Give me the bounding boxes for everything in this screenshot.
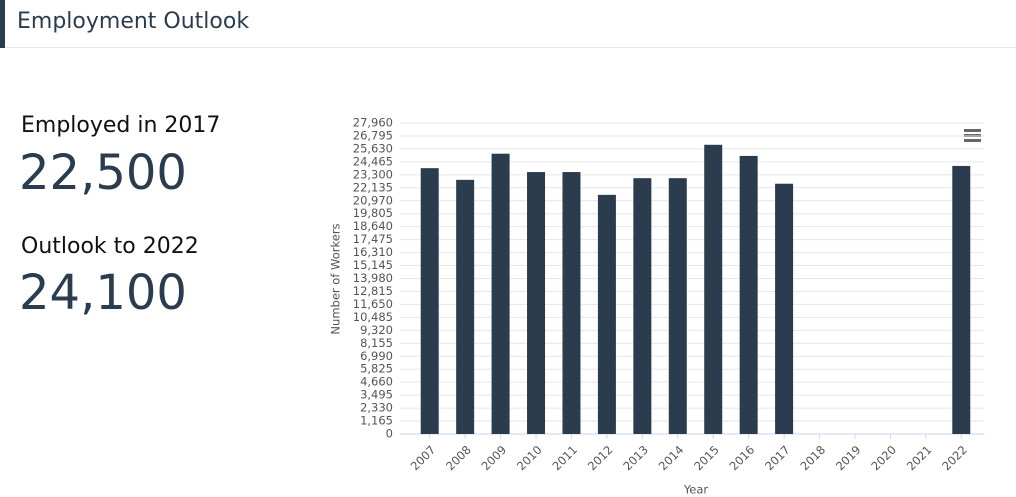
menu-button[interactable] xyxy=(960,124,986,146)
y-tick-label: 26,795 xyxy=(353,128,393,142)
y-tick-label: 23,300 xyxy=(353,167,393,181)
y-tick-label: 0 xyxy=(386,427,393,441)
stat-value: 22,500 xyxy=(19,145,187,201)
header-title: Employment Outlook xyxy=(17,9,250,34)
y-tick-label: 6,990 xyxy=(360,349,393,363)
y-tick-label: 22,135 xyxy=(353,180,393,194)
stat-value: 24,100 xyxy=(19,265,187,321)
y-tick-label: 17,475 xyxy=(353,232,393,246)
x-tick-label: 2020 xyxy=(868,443,899,474)
y-tick-label: 25,630 xyxy=(353,141,393,155)
y-tick-label: 8,155 xyxy=(360,336,393,350)
y-tick-label: 1,165 xyxy=(360,414,393,428)
y-tick-label: 11,650 xyxy=(353,297,393,311)
y-tick-label: 13,980 xyxy=(353,271,393,285)
y-tick-label: 10,485 xyxy=(353,310,393,324)
bar xyxy=(704,144,723,434)
bar xyxy=(633,178,652,434)
bar xyxy=(420,168,439,434)
bar xyxy=(527,172,546,434)
y-tick-label: 2,330 xyxy=(360,401,393,415)
bar xyxy=(562,172,581,434)
header: Employment Outlook xyxy=(0,0,1016,48)
y-axis-title: Number of Workers xyxy=(329,223,343,334)
y-tick-label: 9,320 xyxy=(360,323,393,337)
x-tick-label: 2007 xyxy=(408,443,439,474)
bar xyxy=(739,155,758,434)
x-tick-label: 2022 xyxy=(939,443,970,474)
y-tick-label: 15,145 xyxy=(353,258,393,272)
x-tick-label: 2017 xyxy=(762,443,793,474)
y-tick-label: 4,660 xyxy=(360,375,393,389)
y-tick-label: 20,970 xyxy=(353,193,393,207)
stat-label: Employed in 2017 xyxy=(21,113,221,138)
bar xyxy=(668,178,687,434)
bar xyxy=(952,165,971,434)
x-tick-label: 2021 xyxy=(904,443,935,474)
y-tick-label: 12,815 xyxy=(353,284,393,298)
x-tick-label: 2014 xyxy=(656,443,687,474)
header-accent xyxy=(0,0,5,48)
y-tick-label: 24,465 xyxy=(353,154,393,168)
x-tick-label: 2010 xyxy=(514,443,545,474)
y-tick-label: 19,805 xyxy=(353,206,393,220)
y-tick-label: 27,960 xyxy=(353,116,393,130)
x-tick-label: 2012 xyxy=(585,443,616,474)
bar xyxy=(775,183,794,434)
x-tick-label: 2019 xyxy=(833,443,864,474)
x-tick-label: 2013 xyxy=(620,443,651,474)
bar xyxy=(456,179,475,434)
x-tick-label: 2015 xyxy=(691,443,722,474)
x-tick-label: 2018 xyxy=(798,443,829,474)
y-tick-label: 5,825 xyxy=(360,362,393,376)
y-tick-label: 18,640 xyxy=(353,219,393,233)
bar xyxy=(491,153,510,434)
x-tick-label: 2016 xyxy=(727,443,758,474)
x-tick-label: 2008 xyxy=(443,443,474,474)
y-tick-label: 16,310 xyxy=(353,245,393,259)
x-axis-title: Year xyxy=(683,483,709,497)
x-tick-label: 2009 xyxy=(479,443,510,474)
stat-label: Outlook to 2022 xyxy=(21,234,199,259)
y-tick-label: 3,495 xyxy=(360,388,393,402)
bar xyxy=(597,194,616,434)
x-tick-label: 2011 xyxy=(549,443,580,474)
